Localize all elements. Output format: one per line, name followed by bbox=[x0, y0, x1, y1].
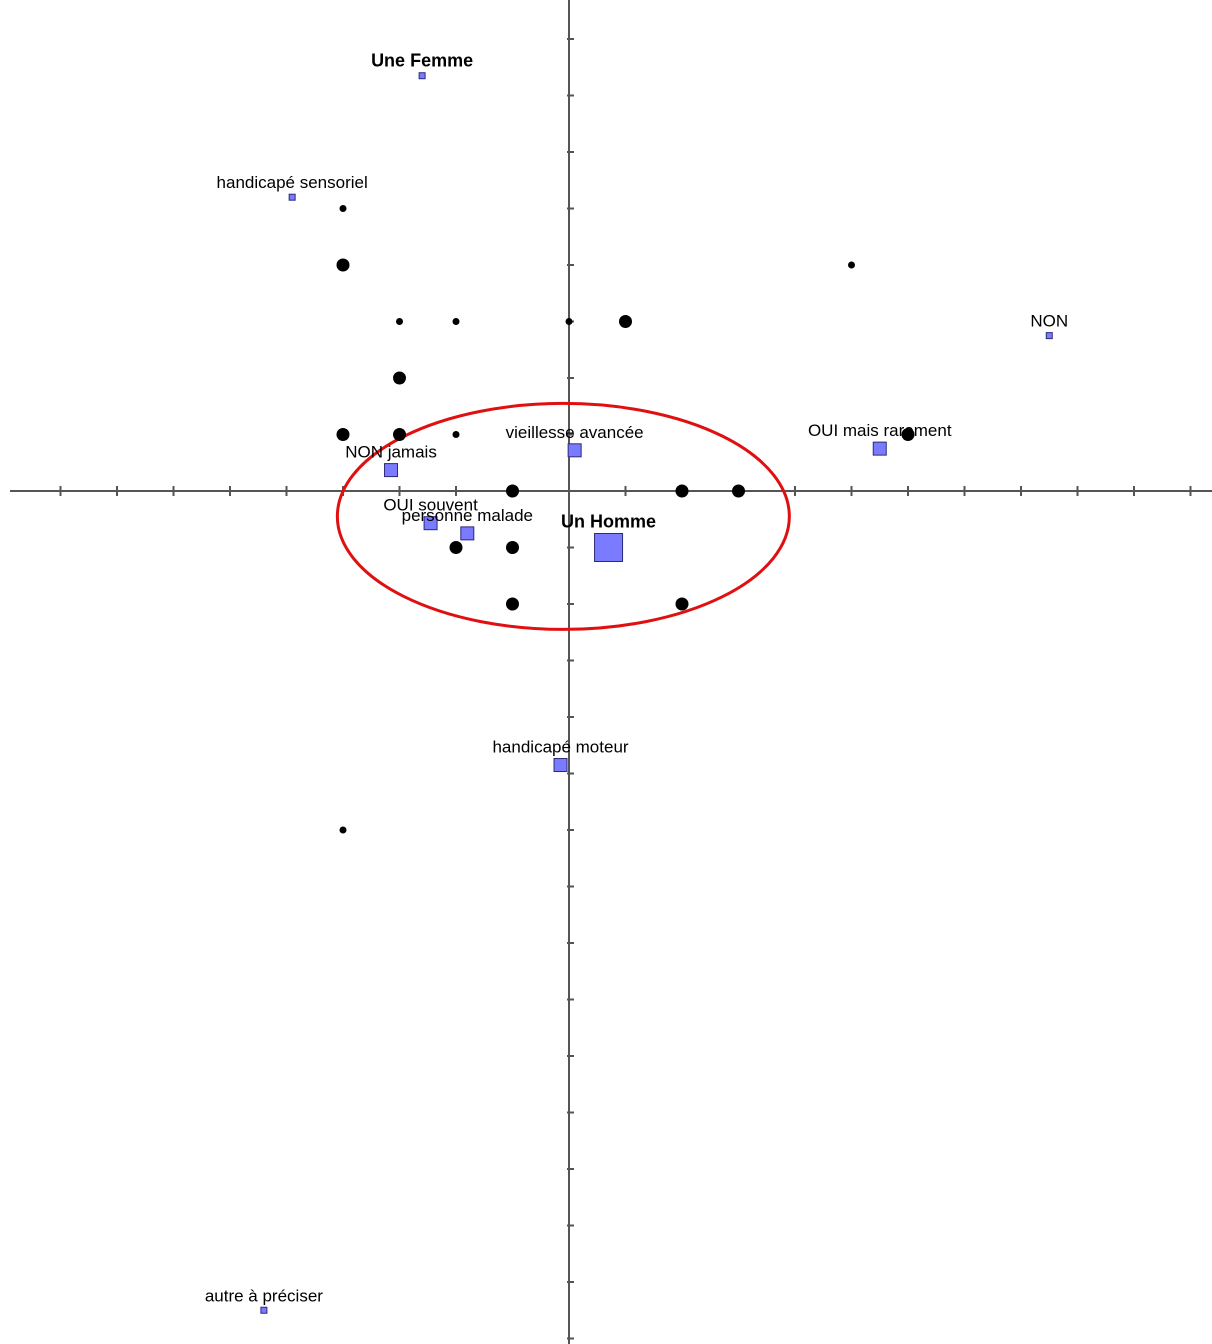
modality-label: personne malade bbox=[402, 506, 533, 525]
modality-label: Un Homme bbox=[561, 512, 656, 532]
modality-label: OUI souvent bbox=[383, 496, 478, 515]
individual-point bbox=[619, 315, 632, 328]
individual-point bbox=[506, 484, 519, 498]
modality-label: OUI mais rarement bbox=[808, 421, 952, 440]
modality-marker bbox=[288, 193, 296, 201]
modality-marker bbox=[872, 441, 887, 456]
individual-point bbox=[449, 541, 463, 554]
individual-point bbox=[336, 258, 350, 272]
modality-marker bbox=[567, 443, 582, 458]
modality-marker bbox=[418, 72, 426, 80]
modality-label: vieillesse avancée bbox=[506, 423, 644, 442]
modality-marker bbox=[260, 1306, 268, 1314]
modality-marker bbox=[553, 758, 568, 773]
individual-point bbox=[565, 318, 573, 325]
individual-point bbox=[901, 428, 915, 441]
modality-label: NON jamais bbox=[345, 443, 437, 462]
modality-marker bbox=[384, 463, 399, 478]
individual-point bbox=[396, 318, 403, 325]
modality-markers bbox=[260, 72, 1053, 1314]
individual-point bbox=[675, 597, 689, 611]
modality-marker bbox=[460, 526, 475, 541]
individual-point bbox=[336, 428, 350, 441]
modality-label: Une Femme bbox=[371, 51, 473, 71]
highlight-ellipse-layer bbox=[335, 401, 791, 631]
individual-point bbox=[848, 261, 855, 269]
individual-point bbox=[393, 371, 406, 385]
individual-point bbox=[506, 597, 519, 611]
axes bbox=[10, 0, 1212, 1344]
modality-marker bbox=[1045, 332, 1053, 340]
modality-marker bbox=[423, 516, 438, 531]
modality-label: handicapé sensoriel bbox=[217, 173, 368, 192]
individual-point bbox=[393, 428, 406, 441]
individual-point bbox=[732, 484, 745, 498]
individual-point bbox=[452, 431, 460, 438]
modality-label: autre à préciser bbox=[205, 1286, 323, 1305]
modality-label: NON bbox=[1030, 312, 1068, 331]
highlight-ellipse bbox=[335, 401, 791, 631]
individual-point bbox=[452, 318, 460, 325]
individual-points bbox=[336, 205, 915, 834]
modality-labels: Une Femme handicapé sensoriel NON OUI mais … bbox=[205, 51, 1068, 1306]
individual-point bbox=[506, 541, 519, 554]
modality-marker bbox=[594, 533, 624, 562]
modality-label: handicapé moteur bbox=[492, 738, 628, 757]
individual-point bbox=[339, 205, 347, 212]
individual-point bbox=[675, 484, 689, 498]
individual-point bbox=[339, 826, 347, 834]
